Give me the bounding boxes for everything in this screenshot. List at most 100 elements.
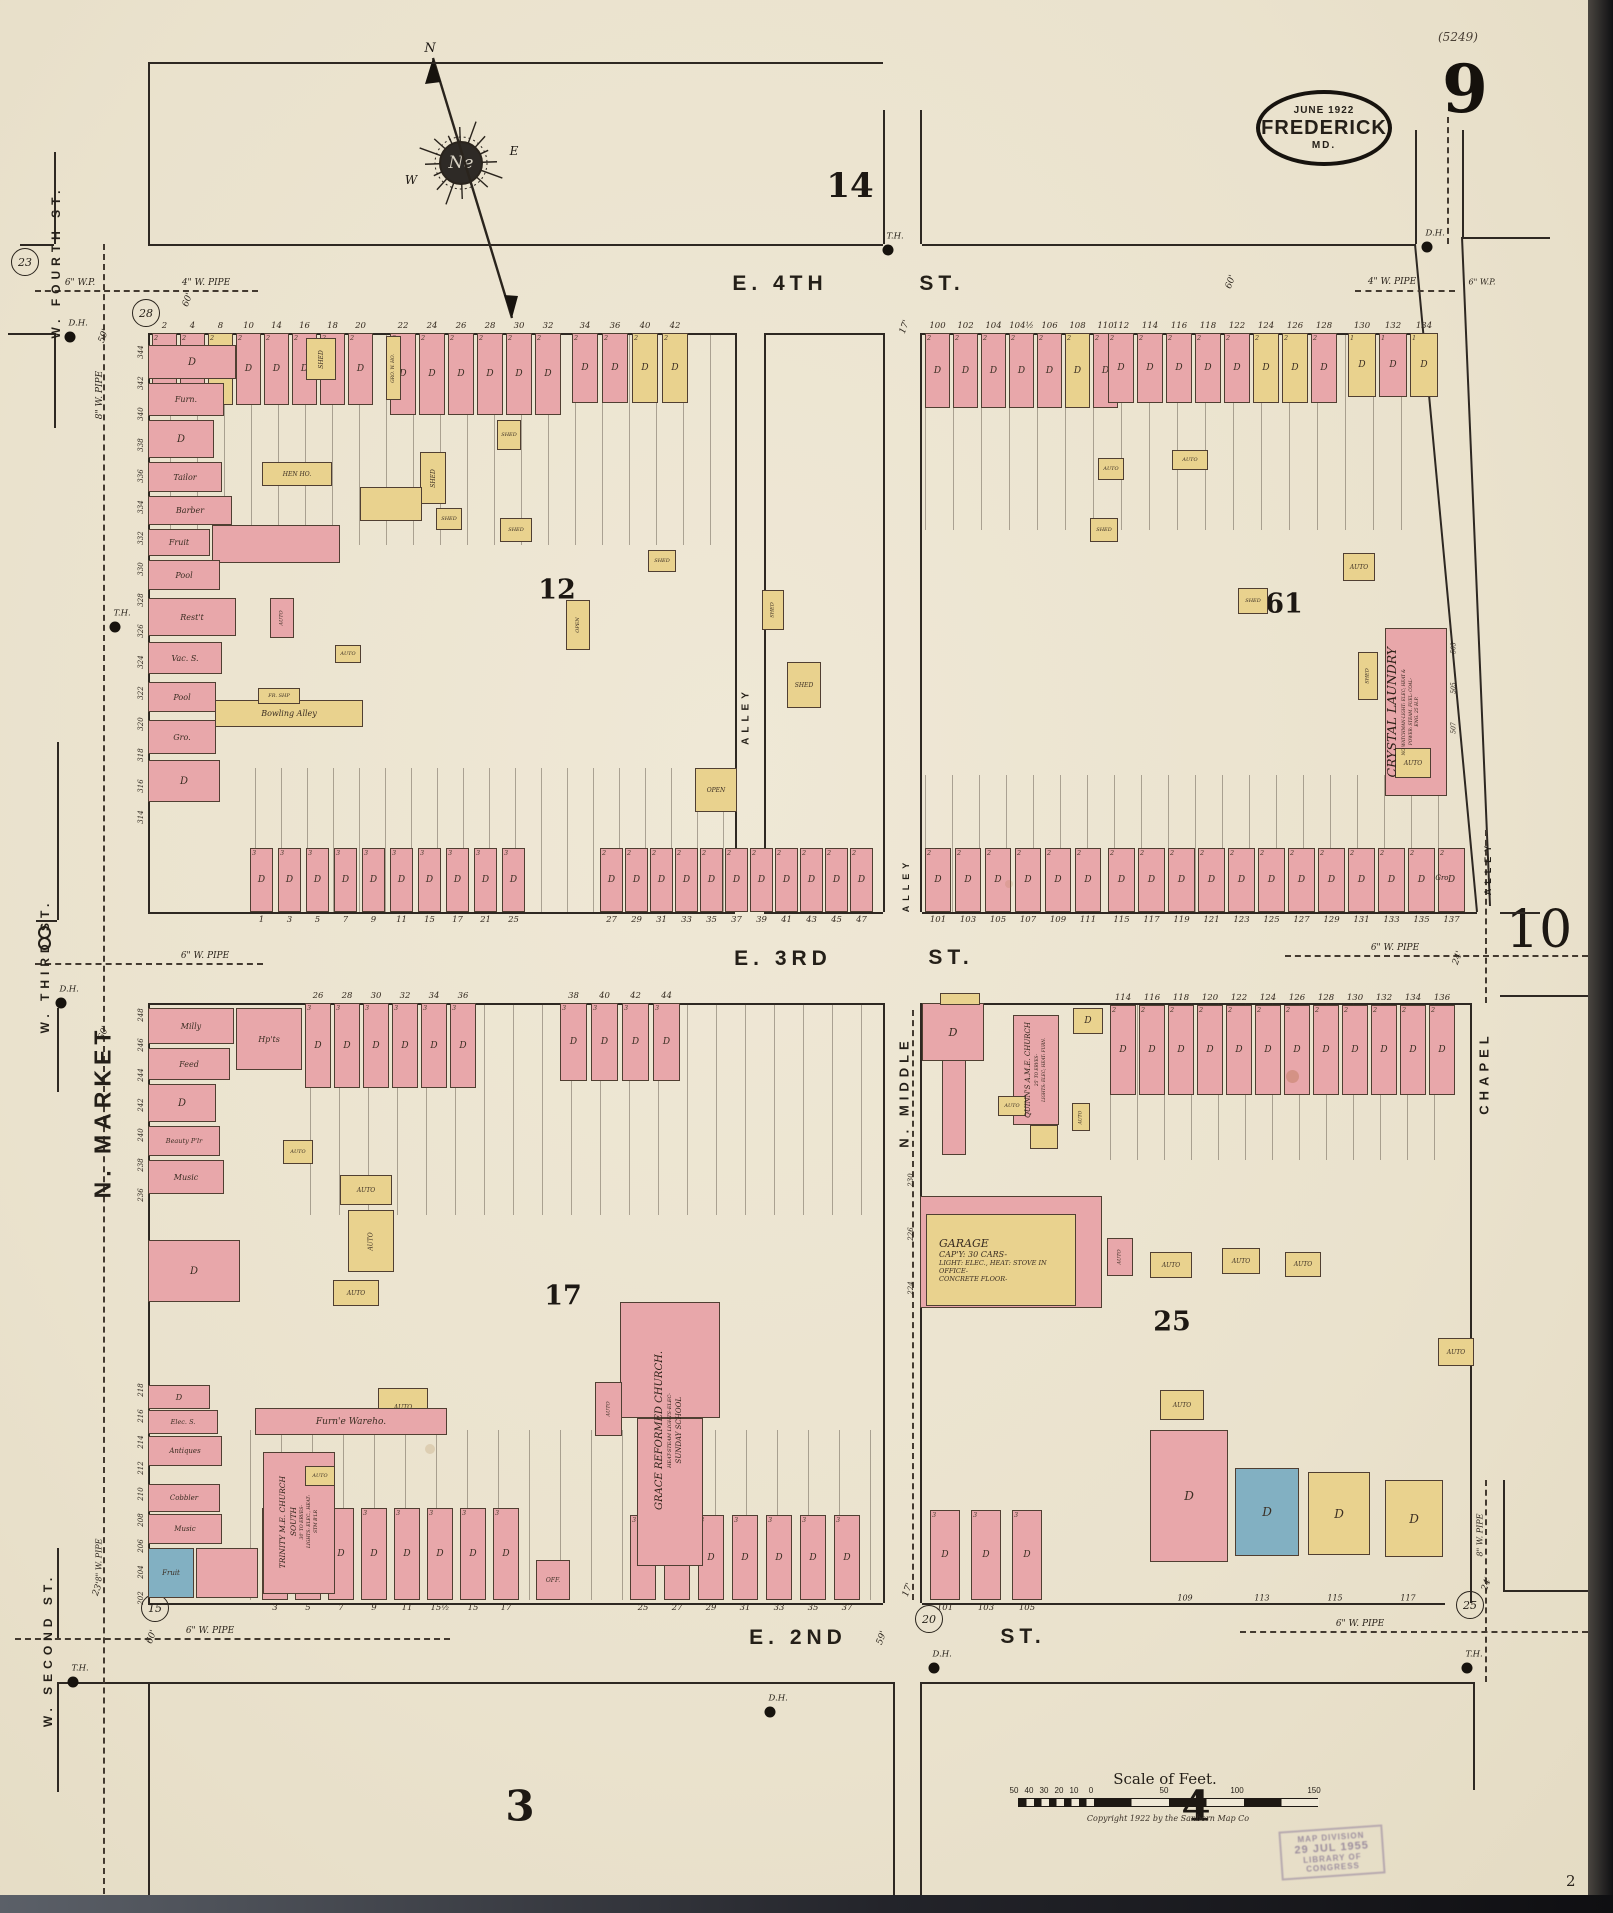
- building: D: [148, 420, 214, 458]
- water-pipe-label: 4" W. PIPE: [1367, 277, 1417, 287]
- building-label: AUTO: [1349, 563, 1369, 571]
- building-label: Furn'e Wareho.: [315, 1416, 387, 1427]
- vertical-label-line: LIGHTS: ELEC., HEAT:: [306, 1495, 312, 1549]
- house-number: 36: [609, 321, 621, 331]
- building-label: SHED: [1245, 598, 1261, 604]
- dwelling-letter: D: [607, 875, 616, 885]
- house-number: 39: [756, 915, 767, 925]
- handwritten-sheet-ref: (5249): [1438, 30, 1478, 44]
- story-count: 3: [280, 849, 285, 857]
- dwelling-letter: D: [1045, 365, 1054, 376]
- water-pipe-line: [1355, 290, 1455, 292]
- dwelling-letter: D: [1327, 875, 1336, 885]
- lot-line: [513, 1003, 514, 1215]
- lot-line: [1411, 775, 1412, 912]
- story-count: 2: [1200, 849, 1205, 857]
- building-label: AUTO: [356, 1186, 376, 1194]
- house-number: 100: [929, 321, 946, 331]
- vertical-label-line: SOUTH: [288, 1507, 298, 1537]
- story-count: 3: [932, 1511, 937, 1519]
- lot-line: [1009, 333, 1010, 530]
- title-oval: JUNE 1922 FREDERICK MD.: [1256, 90, 1392, 166]
- house-number: 30: [513, 321, 525, 331]
- story-count: 2: [1260, 849, 1265, 857]
- story-count: 3: [396, 1509, 401, 1517]
- street-label: ST.: [928, 946, 974, 969]
- address-number: 224: [907, 1281, 915, 1295]
- story-count: 2: [927, 849, 932, 857]
- crystal-laundry-label: CRYSTAL LAUNDRY NO WATCHMAN-LIGHT: ELEC; …: [1372, 624, 1432, 800]
- address-number: 330: [137, 562, 145, 576]
- building: AUTO: [1343, 553, 1375, 581]
- circled-number: 25: [1456, 1591, 1484, 1619]
- house-number: 15: [424, 915, 435, 925]
- block-outline: [922, 1003, 1470, 1005]
- street-label: W. FOURTH ST.: [49, 185, 63, 339]
- building: Antiques: [148, 1436, 222, 1466]
- dwelling-letter: D: [1438, 1045, 1446, 1055]
- dwelling-letter: D: [1320, 363, 1328, 373]
- dwelling-letter: D: [1146, 363, 1154, 373]
- story-count: 2: [702, 849, 707, 857]
- building-label: Furn.: [174, 395, 198, 404]
- lot-line: [697, 768, 698, 912]
- hydrant-label: T.H.: [113, 608, 131, 619]
- story-count: 3: [336, 849, 341, 857]
- story-count: 2: [450, 334, 455, 342]
- building: [940, 993, 980, 1005]
- dwelling-letter: D: [515, 369, 523, 379]
- lot-line: [575, 333, 576, 545]
- water-pipe-label: 6" W.P.: [1468, 277, 1496, 287]
- house-number: 40: [599, 991, 610, 1001]
- building: D: [148, 1385, 210, 1409]
- scale-bar: [1018, 1798, 1319, 1807]
- house-number: 131: [1353, 915, 1370, 925]
- block-outline: [148, 1682, 150, 1896]
- lot-line: [1317, 333, 1318, 530]
- block-outline: [57, 1548, 59, 1638]
- hydrant-marker: T.H.: [882, 232, 904, 256]
- dwelling-letter: D: [707, 1552, 715, 1563]
- building: D: [1385, 1480, 1443, 1557]
- house-number: 128: [1317, 993, 1335, 1003]
- street-label: ST.: [919, 272, 965, 295]
- story-count: 2: [927, 334, 932, 342]
- point-label: 117: [1400, 1593, 1416, 1603]
- block-number: 14: [826, 166, 874, 206]
- scale-tick: 40: [1024, 1786, 1034, 1795]
- building-label: AUTO: [290, 1149, 306, 1155]
- building-label: Gro.: [173, 732, 191, 742]
- vertical-label-line: 30' TO ERVES-: [299, 1504, 305, 1540]
- house-number: 126: [1286, 321, 1304, 331]
- building: Milly: [148, 1008, 234, 1044]
- vertical-label-line: NO WATCHMAN-LIGHT: ELEC; HEAT &: [1401, 668, 1406, 756]
- lot-line: [1195, 775, 1196, 912]
- hydrant-marker: T.H.: [1461, 1650, 1483, 1674]
- house-number: 130: [1353, 321, 1371, 331]
- lot-line: [745, 1003, 746, 1215]
- vertical-label-line: QUINN'S A.M.E. CHURCH: [1024, 1022, 1032, 1118]
- dwelling-letter: D: [933, 365, 942, 376]
- house-number: 15: [467, 1603, 479, 1613]
- building-label: SHED: [794, 681, 814, 689]
- house-number: 104½: [1009, 321, 1034, 331]
- address-number: 246: [137, 1038, 145, 1052]
- lot-line: [1137, 1003, 1138, 1160]
- lot-line: [1205, 333, 1206, 530]
- address-number: 236: [137, 1188, 145, 1202]
- building: GARAGE CAP'Y: 30 CARS- LIGHT: ELEC., HEAT:…: [926, 1214, 1076, 1306]
- building: Furn'e Wareho.: [255, 1408, 447, 1435]
- lot-line: [870, 1430, 871, 1600]
- building: D: [1235, 1468, 1299, 1556]
- story-count: 2: [1039, 334, 1044, 342]
- dwelling-letter: D: [401, 1040, 409, 1051]
